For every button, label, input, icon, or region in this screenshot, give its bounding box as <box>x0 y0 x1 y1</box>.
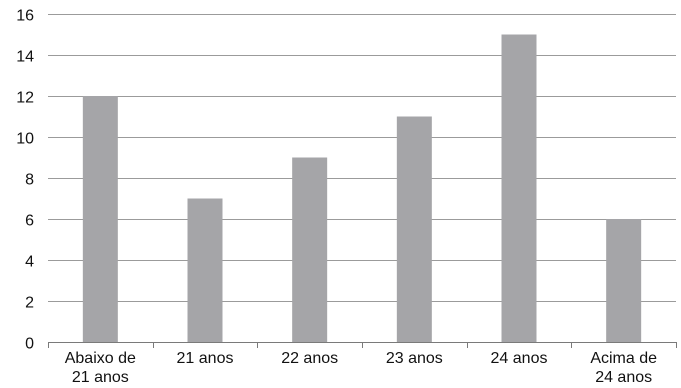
y-tick-label: 16 <box>16 8 34 25</box>
x-tick-label: 22 anos <box>281 350 338 367</box>
x-tick-label: Acima de 24 anos <box>590 350 657 386</box>
y-tick-label: 4 <box>25 254 34 271</box>
x-tick-label: 23 anos <box>386 350 443 367</box>
x-tick-labels: Abaixo de 21 anos 21 anos 22 anos 23 anos 24 … <box>65 350 657 386</box>
y-tick-label: 8 <box>25 172 34 189</box>
bar <box>187 198 223 342</box>
bar <box>501 34 537 342</box>
x-tick-label: 24 anos <box>491 350 548 367</box>
y-tick-label: 10 <box>16 131 34 148</box>
x-tick-label: Abaixo de 21 anos <box>65 350 136 386</box>
y-tick-label: 14 <box>16 49 34 66</box>
x-tick-label: 21 anos <box>177 350 234 367</box>
gridlines <box>48 14 676 302</box>
y-tick-label: 6 <box>25 213 34 230</box>
bars <box>82 34 642 342</box>
y-tick-label: 0 <box>25 336 34 353</box>
bar <box>396 116 432 342</box>
axes <box>48 342 677 348</box>
bar <box>292 157 328 342</box>
y-tick-labels: 0 2 4 6 8 10 12 14 16 <box>16 8 34 353</box>
bar <box>606 219 642 342</box>
bar <box>82 96 118 342</box>
y-tick-label: 2 <box>25 295 34 312</box>
y-tick-label: 12 <box>16 90 34 107</box>
